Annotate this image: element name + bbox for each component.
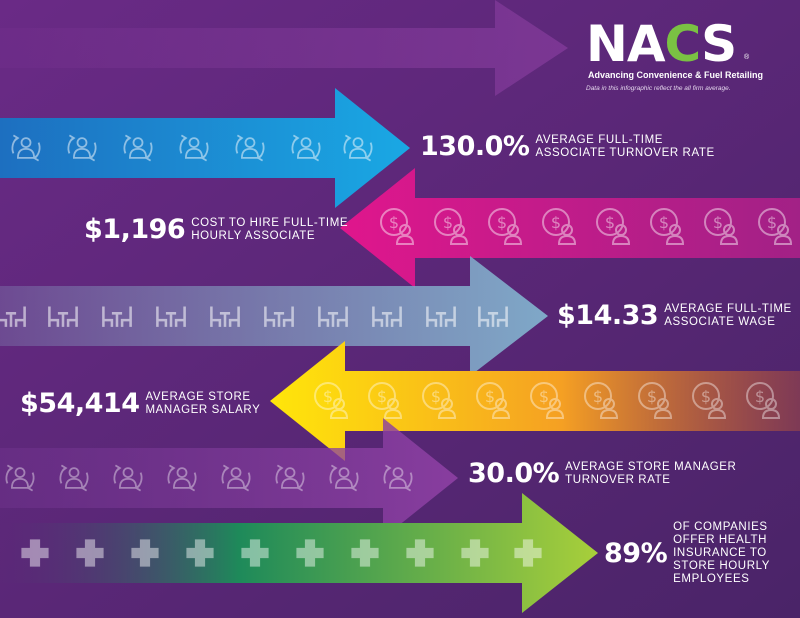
arrow-top-purple (0, 0, 568, 96)
arrow-wage-slate (0, 256, 548, 376)
arrow-manager-turnover-purple (0, 418, 458, 538)
stat-hire-cost: $1,196 COST TO HIRE FULL-TIME HOURLY ASS… (84, 214, 348, 245)
arrow-salary-yellow (270, 341, 800, 461)
stat-value: $1,196 (84, 214, 186, 245)
stat-value: 130.0% (420, 131, 530, 162)
stat-label: AVERAGE FULL-TIME ASSOCIATE TURNOVER RAT… (535, 133, 715, 159)
arrow-hire-cost-magenta (340, 168, 800, 288)
stat-label: AVERAGE FULL-TIME ASSOCIATE WAGE (664, 302, 792, 328)
stat-value: $54,414 (20, 388, 140, 419)
stat-associate-turnover: 130.0% AVERAGE FULL-TIME ASSOCIATE TURNO… (420, 131, 715, 162)
stat-value: $14.33 (557, 300, 659, 331)
stat-label: COST TO HIRE FULL-TIME HOURLY ASSOCIATE (191, 216, 349, 242)
stat-manager-salary: $54,414 AVERAGE STORE MANAGER SALARY (20, 388, 260, 419)
logo-tagline: Advancing Convenience & Fuel Retailing (588, 70, 764, 80)
registered-mark: ® (744, 54, 750, 61)
stat-health-insurance: 89% OF COMPANIES OFFER HEALTH INSURANCE … (604, 521, 770, 586)
logo-wordmark: NACS (586, 15, 737, 73)
stat-value: 30.0% (468, 458, 560, 489)
stat-label: AVERAGE STORE MANAGER TURNOVER RATE (565, 460, 737, 486)
nacs-logo: NACS ® Advancing Convenience & Fuel Reta… (586, 15, 763, 92)
arrow-turnover-blue (0, 88, 410, 208)
stat-manager-turnover: 30.0% AVERAGE STORE MANAGER TURNOVER RAT… (468, 458, 736, 489)
stat-associate-wage: $14.33 AVERAGE FULL-TIME ASSOCIATE WAGE (557, 300, 792, 331)
stat-label: OF COMPANIES OFFER HEALTH INSURANCE TO S… (673, 521, 771, 585)
stat-value: 89% (604, 538, 668, 569)
data-note: Data in this infographic reflect the all… (586, 85, 731, 92)
stat-label: AVERAGE STORE MANAGER SALARY (145, 390, 261, 416)
